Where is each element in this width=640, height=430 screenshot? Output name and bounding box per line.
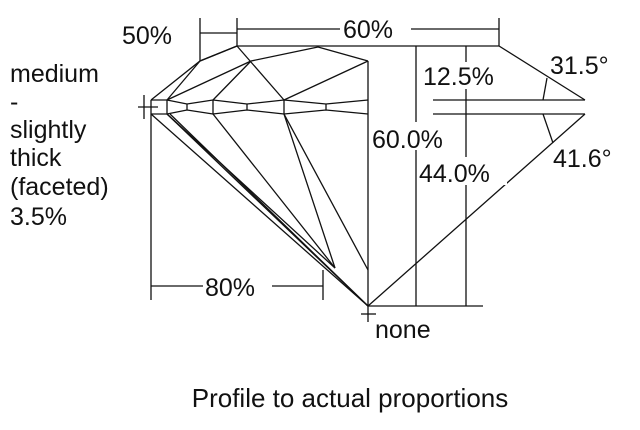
girdle-label-line: slightly bbox=[10, 116, 87, 144]
crown-angle-percent-label: 50% bbox=[122, 22, 172, 50]
diagram-caption: Profile to actual proportions bbox=[192, 383, 509, 413]
girdle-label-line: - bbox=[10, 88, 18, 116]
total-depth-label: 60.0% bbox=[372, 126, 443, 154]
pavilion-depth-label: 44.0% bbox=[419, 160, 490, 188]
diamond-outline bbox=[150, 45, 586, 307]
girdle-label-line: (faceted) bbox=[10, 173, 109, 201]
lower-half-label: 80% bbox=[205, 274, 255, 302]
culet-label: none bbox=[375, 316, 431, 344]
pavilion-angle-label: 41.6° bbox=[553, 145, 612, 173]
dimension-lines bbox=[138, 18, 585, 322]
girdle-label-line: 3.5% bbox=[10, 203, 67, 231]
girdle-label-line: medium bbox=[10, 60, 99, 88]
table-percent-label: 60% bbox=[343, 16, 393, 44]
girdle-label-line: thick bbox=[10, 144, 62, 172]
crown-angle-label: 31.5° bbox=[550, 52, 609, 80]
crown-height-label: 12.5% bbox=[423, 63, 494, 91]
